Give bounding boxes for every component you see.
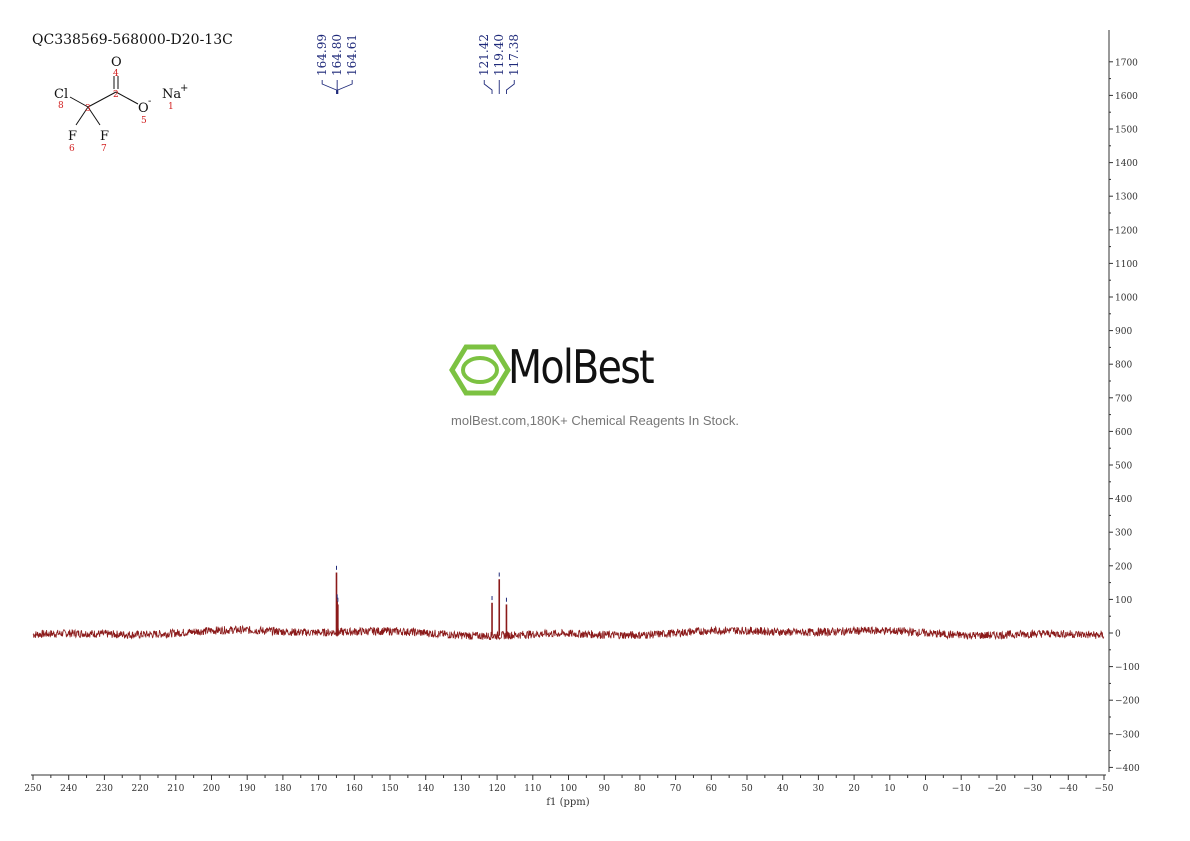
x-tick-label: 120 [489, 784, 506, 794]
peak-label: 121.42 [477, 34, 491, 76]
y-tick-label: 1400 [1115, 159, 1138, 169]
bond-cl-c3 [69, 96, 89, 108]
peak-label: 164.61 [345, 34, 359, 76]
x-tick-label: 130 [453, 784, 470, 794]
atom-na-index: 1 [168, 102, 174, 112]
x-tick-label: 220 [132, 784, 149, 794]
peak-lines [335, 565, 508, 636]
x-tick-label: 50 [741, 784, 753, 794]
y-tick-label: 0 [1115, 630, 1121, 640]
peak-label-connector [506, 80, 515, 94]
peak-label: 117.38 [507, 34, 521, 76]
peak-labels: 164.99 164.80 164.61 121.42 119.40 117.38 [315, 34, 521, 94]
y-tick-label: 700 [1115, 394, 1132, 404]
y-tick-label: 100 [1115, 596, 1132, 606]
atom-f6: F [68, 129, 77, 144]
peak-label: 164.99 [315, 34, 329, 76]
x-tick-label: 210 [167, 784, 184, 794]
bond-c3-f7 [87, 106, 101, 126]
x-tick-label: 140 [417, 784, 434, 794]
y-tick-label: 1600 [1115, 92, 1138, 102]
baseline-trace [32, 624, 1105, 641]
y-axis: 1700160015001400130012001100100090080070… [1108, 30, 1140, 774]
x-tick-label: 90 [598, 784, 610, 794]
x-tick-label: 200 [203, 784, 220, 794]
x-tick-label: 40 [777, 784, 789, 794]
sample-id: QC338569-568000-D20-13C [32, 32, 233, 48]
y-tick-label: 500 [1115, 462, 1132, 472]
atom-o5-index: 5 [141, 116, 147, 126]
x-tick-label: 10 [884, 784, 896, 794]
peak-label: 119.40 [492, 34, 506, 76]
atom-na: Na [162, 87, 181, 102]
x-tick-label: 110 [524, 784, 541, 794]
y-tick-label: 900 [1115, 327, 1132, 337]
x-tick-label: 160 [346, 784, 363, 794]
x-tick-label: −50 [1095, 784, 1114, 794]
x-tick-label: 190 [239, 784, 256, 794]
peak-label-connector [483, 80, 493, 94]
x-tick-label: 30 [813, 784, 825, 794]
atom-c2-index: 2 [113, 90, 119, 100]
x-axis-label: f1 (ppm) [546, 797, 589, 808]
molbest-logo-icon [449, 344, 511, 396]
atom-o5: O [138, 101, 149, 116]
x-tick-label: 80 [634, 784, 646, 794]
x-tick-label: 180 [274, 784, 291, 794]
x-tick-label: 0 [923, 784, 929, 794]
x-tick-label: 250 [24, 784, 41, 794]
y-tick-label: −200 [1115, 697, 1140, 707]
x-tick-label: −30 [1023, 784, 1042, 794]
watermark-caption: molBest.com,180K+ Chemical Reagents In S… [451, 413, 739, 428]
y-tick-label: −400 [1115, 764, 1140, 774]
x-tick-label: 60 [706, 784, 718, 794]
atom-f6-index: 6 [69, 144, 75, 154]
x-tick-label: 20 [848, 784, 860, 794]
y-tick-label: 400 [1115, 495, 1132, 505]
y-tick-label: 200 [1115, 562, 1132, 572]
atom-f7-index: 7 [101, 144, 107, 154]
atom-o4: O [111, 55, 122, 70]
atom-na-charge: + [180, 83, 188, 94]
y-tick-label: 1100 [1115, 260, 1138, 270]
spectrum-trace [32, 624, 1105, 641]
atom-f7: F [100, 129, 109, 144]
atom-c3-index: 3 [85, 104, 91, 114]
y-tick-label: 300 [1115, 529, 1132, 539]
y-tick-label: 1000 [1115, 294, 1138, 304]
y-tick-label: 1700 [1115, 58, 1138, 68]
x-tick-label: −10 [952, 784, 971, 794]
atom-o5-charge: - [148, 96, 151, 107]
x-tick-label: 70 [670, 784, 682, 794]
peak-label: 164.80 [330, 34, 344, 76]
molecule-structure: O 4 Cl 8 O - 5 Na + 1 F 6 F 7 2 3 [54, 55, 188, 154]
bond-c3-f6 [75, 106, 89, 126]
x-tick-label: 230 [96, 784, 113, 794]
bond-c2-o5 [115, 91, 139, 105]
atom-cl-index: 8 [58, 101, 64, 111]
x-tick-label: 240 [60, 784, 77, 794]
x-axis: 250 240 230 220 210 200 190 180 170 160 150 140 130 1… [24, 774, 1114, 794]
x-tick-label: −40 [1059, 784, 1078, 794]
x-tick-label: 100 [560, 784, 577, 794]
y-tick-label: 1300 [1115, 193, 1138, 203]
watermark-brand: MolBest [508, 340, 655, 394]
bond-c3-c2 [87, 91, 117, 108]
y-tick-label: 1500 [1115, 126, 1138, 136]
y-tick-label: 600 [1115, 428, 1132, 438]
atom-o4-index: 4 [113, 69, 119, 79]
y-tick-label: −100 [1115, 663, 1140, 673]
peak-label-connector [337, 80, 353, 94]
y-tick-label: −300 [1115, 730, 1140, 740]
peak-label-connector [321, 80, 337, 94]
y-tick-label: 800 [1115, 361, 1132, 371]
y-tick-label: 1200 [1115, 226, 1138, 236]
x-tick-label: 150 [381, 784, 398, 794]
x-tick-label: −20 [987, 784, 1006, 794]
x-tick-label: 170 [310, 784, 327, 794]
atom-cl: Cl [54, 87, 68, 102]
